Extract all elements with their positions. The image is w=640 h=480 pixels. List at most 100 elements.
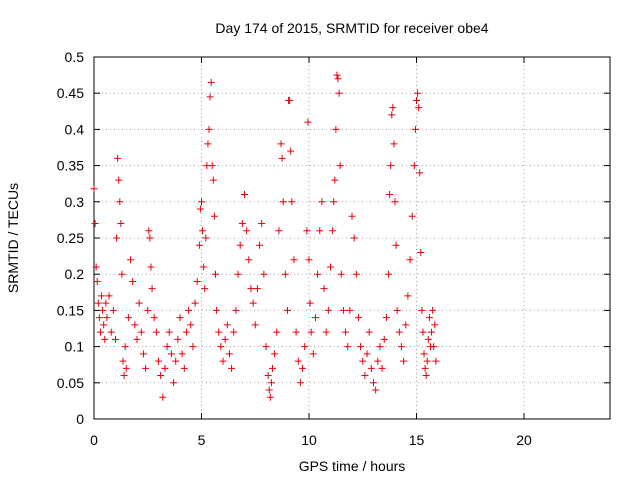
data-point xyxy=(225,350,233,358)
data-point xyxy=(209,176,217,184)
data-point xyxy=(249,299,257,307)
data-point xyxy=(324,306,332,314)
data-point xyxy=(284,306,291,314)
y-tick-label: 0.05 xyxy=(57,375,84,391)
y-tick-label: 0.1 xyxy=(65,339,85,355)
data-point xyxy=(419,328,427,336)
data-point xyxy=(103,314,111,322)
data-point xyxy=(245,256,253,264)
data-point xyxy=(202,234,210,242)
data-point xyxy=(417,248,425,256)
data-point xyxy=(337,270,345,278)
data-point xyxy=(185,306,193,314)
data-point xyxy=(109,306,117,314)
data-point xyxy=(101,335,109,343)
x-axis-label: GPS time / hours xyxy=(299,458,406,474)
data-point xyxy=(223,321,231,329)
data-point xyxy=(397,343,405,351)
data-point xyxy=(137,328,145,336)
data-point xyxy=(334,75,342,83)
data-point xyxy=(370,379,377,387)
data-point xyxy=(260,270,268,278)
data-point xyxy=(135,299,143,307)
data-point xyxy=(155,357,162,365)
data-point xyxy=(145,227,153,235)
data-point xyxy=(385,270,393,278)
data-point xyxy=(228,364,236,372)
data-point xyxy=(372,386,380,394)
data-point xyxy=(95,314,103,322)
data-point xyxy=(318,198,326,206)
data-point xyxy=(238,220,246,228)
data-point xyxy=(182,328,190,336)
data-point xyxy=(114,154,122,162)
data-point xyxy=(400,357,408,365)
data-point xyxy=(294,357,302,365)
y-tick-label: 0 xyxy=(76,411,84,427)
data-point xyxy=(287,147,295,155)
data-point xyxy=(92,263,100,271)
data-point xyxy=(367,364,375,372)
data-point xyxy=(165,328,173,336)
data-point xyxy=(102,299,110,307)
data-point xyxy=(232,306,240,314)
data-point xyxy=(117,220,125,228)
data-point xyxy=(389,104,397,112)
data-point xyxy=(309,350,317,358)
data-point xyxy=(265,386,273,394)
data-point xyxy=(189,343,197,351)
data-point xyxy=(139,350,147,358)
data-point xyxy=(207,78,215,86)
data-point xyxy=(361,372,369,380)
data-point xyxy=(99,306,107,314)
data-point xyxy=(107,328,115,336)
data-point xyxy=(200,263,208,271)
data-point xyxy=(404,292,412,300)
data-point xyxy=(420,350,428,358)
data-point xyxy=(354,314,362,322)
data-point xyxy=(329,227,337,235)
data-point xyxy=(243,227,251,235)
data-point xyxy=(303,227,311,235)
data-point xyxy=(390,140,398,148)
data-point xyxy=(429,306,437,314)
data-point xyxy=(105,292,113,300)
data-point xyxy=(161,364,169,372)
data-point xyxy=(332,125,340,133)
data-point xyxy=(422,372,430,380)
data-point xyxy=(279,198,287,206)
data-point xyxy=(258,220,266,228)
data-point xyxy=(116,198,124,206)
data-point xyxy=(339,306,347,314)
data-point xyxy=(206,93,214,101)
data-point xyxy=(144,306,152,314)
data-point xyxy=(150,314,158,322)
x-tick-label: 0 xyxy=(90,432,98,448)
data-point xyxy=(393,306,401,314)
data-point xyxy=(327,263,334,271)
data-point xyxy=(376,343,384,351)
data-point xyxy=(90,185,98,193)
data-point xyxy=(350,234,358,242)
x-tick-label: 10 xyxy=(301,432,317,448)
data-point xyxy=(336,162,344,170)
data-point xyxy=(292,328,300,336)
y-tick-label: 0.2 xyxy=(65,266,85,282)
data-point xyxy=(425,314,433,322)
y-tick-label: 0.4 xyxy=(65,121,85,137)
data-point xyxy=(264,372,272,380)
data-point xyxy=(304,118,312,126)
data-point xyxy=(413,96,420,104)
data-point xyxy=(359,357,367,365)
data-point xyxy=(120,372,128,380)
data-point xyxy=(211,270,219,278)
data-point xyxy=(299,364,307,372)
data-point xyxy=(268,364,276,372)
data-point xyxy=(428,328,436,336)
data-point xyxy=(127,256,135,264)
data-point xyxy=(174,335,182,343)
data-point xyxy=(247,285,255,293)
data-point xyxy=(314,270,322,278)
data-point xyxy=(378,364,386,372)
